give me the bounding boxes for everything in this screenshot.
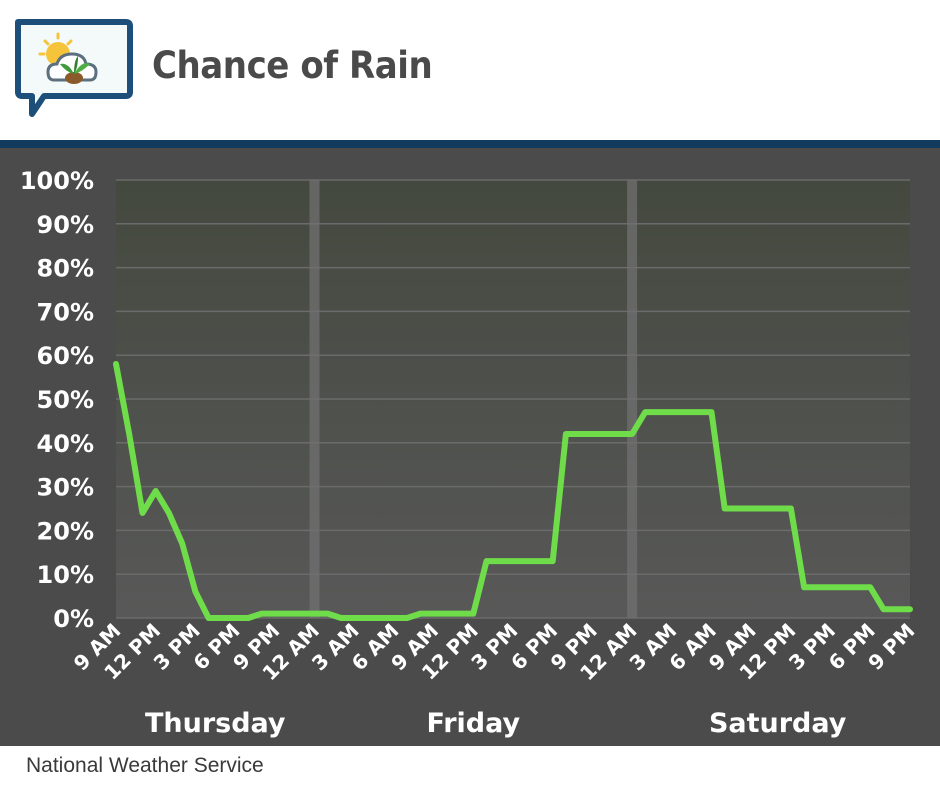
day-divider (627, 180, 638, 618)
header: Chance of Rain (0, 0, 940, 140)
y-tick-label: 0% (53, 605, 94, 633)
weather-sun-cloud-plant-icon (15, 19, 133, 117)
y-tick-label: 90% (37, 211, 94, 239)
day-label: Thursday (145, 708, 286, 739)
y-tick-label: 80% (37, 255, 94, 283)
day-divider (309, 180, 320, 618)
y-tick-label: 20% (37, 517, 94, 545)
source-credit: National Weather Service (26, 754, 264, 777)
y-tick-label: 40% (37, 430, 94, 458)
header-divider (0, 140, 940, 148)
page-title: Chance of Rain (152, 44, 433, 87)
y-tick-label: 30% (37, 474, 94, 502)
day-label: Friday (426, 708, 520, 739)
y-tick-label: 10% (37, 561, 94, 589)
y-tick-label: 70% (37, 298, 94, 326)
y-tick-label: 60% (37, 342, 94, 370)
y-tick-label: 50% (37, 386, 94, 414)
x-tick-label: 9 PM (863, 619, 919, 675)
rain-chance-chart: 100%90%80%70%60%50%40%30%20%10%0%9 AM12 … (20, 167, 920, 739)
y-tick-label: 100% (20, 167, 94, 195)
day-label: Saturday (709, 708, 847, 739)
